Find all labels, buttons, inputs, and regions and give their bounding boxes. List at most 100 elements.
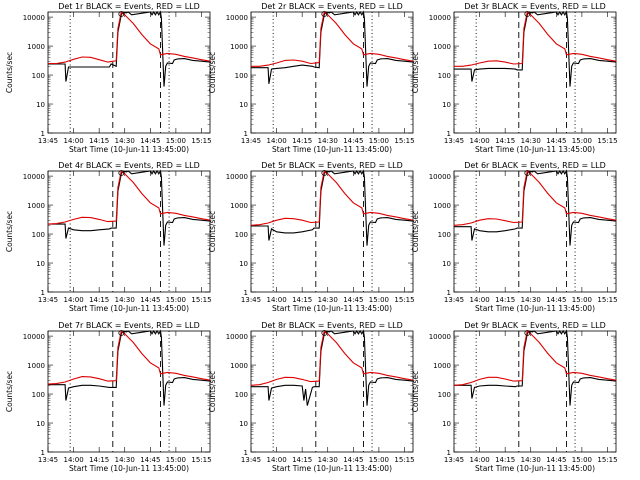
y-axis-label: Counts/sec — [5, 52, 14, 93]
plot-frame — [250, 11, 414, 134]
x-tick-label: 13:45 — [38, 296, 58, 304]
y-tick-label: 10000 — [23, 333, 45, 341]
y-tick-label: 1000 — [27, 202, 45, 210]
saturation-marker — [524, 330, 531, 336]
series-lld-line — [47, 169, 211, 225]
plot-frame — [47, 11, 211, 134]
series-events-line — [251, 169, 414, 246]
y-tick-label: 100 — [32, 231, 45, 239]
y-tick-label: 10000 — [429, 333, 451, 341]
y-tick-label: 1 — [447, 130, 451, 138]
plot-frame — [453, 170, 617, 293]
panel-title: Det 7r BLACK = Events, RED = LLD — [58, 321, 200, 330]
x-tick-label: 13:45 — [241, 296, 261, 304]
x-tick-label: 14:45 — [343, 296, 363, 304]
x-tick-label: 14:15 — [292, 296, 312, 304]
y-tick-label: 10 — [442, 101, 451, 109]
x-tick-label: 14:00 — [266, 296, 286, 304]
y-axis-label: Counts/sec — [5, 211, 14, 252]
series-events-line — [251, 329, 414, 406]
y-tick-label: 1 — [244, 130, 248, 138]
x-tick-label: 14:15 — [89, 296, 109, 304]
x-tick-label: 14:00 — [469, 137, 489, 145]
y-tick-label: 1000 — [230, 43, 248, 51]
y-tick-label: 1 — [244, 449, 248, 457]
series-events-line — [251, 10, 414, 87]
y-tick-label: 100 — [438, 231, 451, 239]
y-tick-label: 10000 — [23, 173, 45, 181]
x-tick-label: 13:45 — [241, 137, 261, 145]
x-axis-label: Start Time (10-Jun-11 13:45:00) — [272, 145, 392, 154]
x-tick-label: 15:15 — [394, 137, 414, 145]
saturation-marker — [321, 170, 328, 176]
x-tick-label: 14:45 — [546, 137, 566, 145]
series-events-line — [48, 329, 211, 406]
plot-frame — [453, 11, 617, 134]
series-lld-line — [250, 329, 414, 386]
x-tick-label: 14:45 — [546, 456, 566, 464]
y-axis-label: Counts/sec — [411, 371, 420, 412]
x-tick-label: 15:00 — [166, 137, 186, 145]
x-tick-label: 14:30 — [521, 137, 541, 145]
series-events-line — [48, 169, 211, 246]
x-axis-label: Start Time (10-Jun-11 13:45:00) — [69, 464, 189, 473]
plot-frame — [250, 330, 414, 453]
y-axis-label: Counts/sec — [411, 211, 420, 252]
saturation-marker — [524, 170, 531, 176]
x-tick-label: 15:00 — [166, 456, 186, 464]
saturation-marker — [321, 11, 328, 17]
y-tick-label: 10000 — [226, 333, 248, 341]
y-tick-label: 10000 — [226, 173, 248, 181]
y-tick-label: 1 — [447, 449, 451, 457]
y-tick-label: 10 — [442, 420, 451, 428]
y-tick-label: 1 — [447, 289, 451, 297]
x-tick-label: 15:15 — [597, 456, 617, 464]
x-tick-label: 13:45 — [38, 137, 58, 145]
y-tick-label: 10000 — [429, 173, 451, 181]
x-tick-label: 15:15 — [394, 296, 414, 304]
y-tick-label: 10 — [36, 260, 45, 268]
y-tick-label: 1000 — [27, 362, 45, 370]
y-axis-label: Counts/sec — [208, 52, 217, 93]
x-tick-label: 15:15 — [191, 137, 211, 145]
panel-det-1: Det 1r BLACK = Events, RED = LLD 1 10 100 10… — [5, 2, 212, 154]
plot-frame — [250, 170, 414, 293]
y-tick-label: 1000 — [230, 202, 248, 210]
y-tick-label: 10000 — [23, 14, 45, 22]
x-tick-label: 13:45 — [444, 137, 464, 145]
y-tick-label: 1 — [41, 130, 45, 138]
saturation-marker — [118, 170, 125, 176]
series-events-line — [454, 10, 617, 87]
x-tick-label: 13:45 — [38, 456, 58, 464]
y-tick-label: 10 — [239, 101, 248, 109]
x-tick-label: 14:15 — [495, 456, 515, 464]
x-tick-label: 14:45 — [140, 296, 160, 304]
panel-title: Det 8r BLACK = Events, RED = LLD — [261, 321, 403, 330]
x-tick-label: 14:15 — [89, 137, 109, 145]
y-tick-label: 100 — [438, 72, 451, 80]
x-tick-label: 14:45 — [140, 456, 160, 464]
x-tick-label: 14:00 — [63, 137, 83, 145]
panel-title: Det 2r BLACK = Events, RED = LLD — [261, 2, 403, 11]
series-lld-line — [453, 169, 617, 226]
panel-title: Det 1r BLACK = Events, RED = LLD — [58, 2, 200, 11]
x-tick-label: 14:00 — [63, 296, 83, 304]
y-tick-label: 100 — [32, 72, 45, 80]
saturation-marker — [321, 330, 328, 336]
x-tick-label: 14:15 — [292, 456, 312, 464]
series-lld-line — [454, 10, 617, 67]
x-tick-label: 14:00 — [469, 456, 489, 464]
x-tick-label: 15:15 — [597, 296, 617, 304]
panel-title: Det 4r BLACK = Events, RED = LLD — [58, 161, 200, 170]
panel-det-4: Det 4r BLACK = Events, RED = LLD 1 10 100 10… — [5, 161, 212, 313]
series-events-line — [48, 10, 211, 87]
x-tick-label: 13:45 — [444, 456, 464, 464]
x-tick-label: 14:45 — [343, 137, 363, 145]
x-axis-label: Start Time (10-Jun-11 13:45:00) — [272, 304, 392, 313]
x-axis-label: Start Time (10-Jun-11 13:45:00) — [475, 145, 595, 154]
x-tick-label: 15:00 — [572, 456, 592, 464]
x-tick-label: 14:30 — [318, 456, 338, 464]
x-tick-label: 15:15 — [191, 296, 211, 304]
y-axis-label: Counts/sec — [5, 371, 14, 412]
